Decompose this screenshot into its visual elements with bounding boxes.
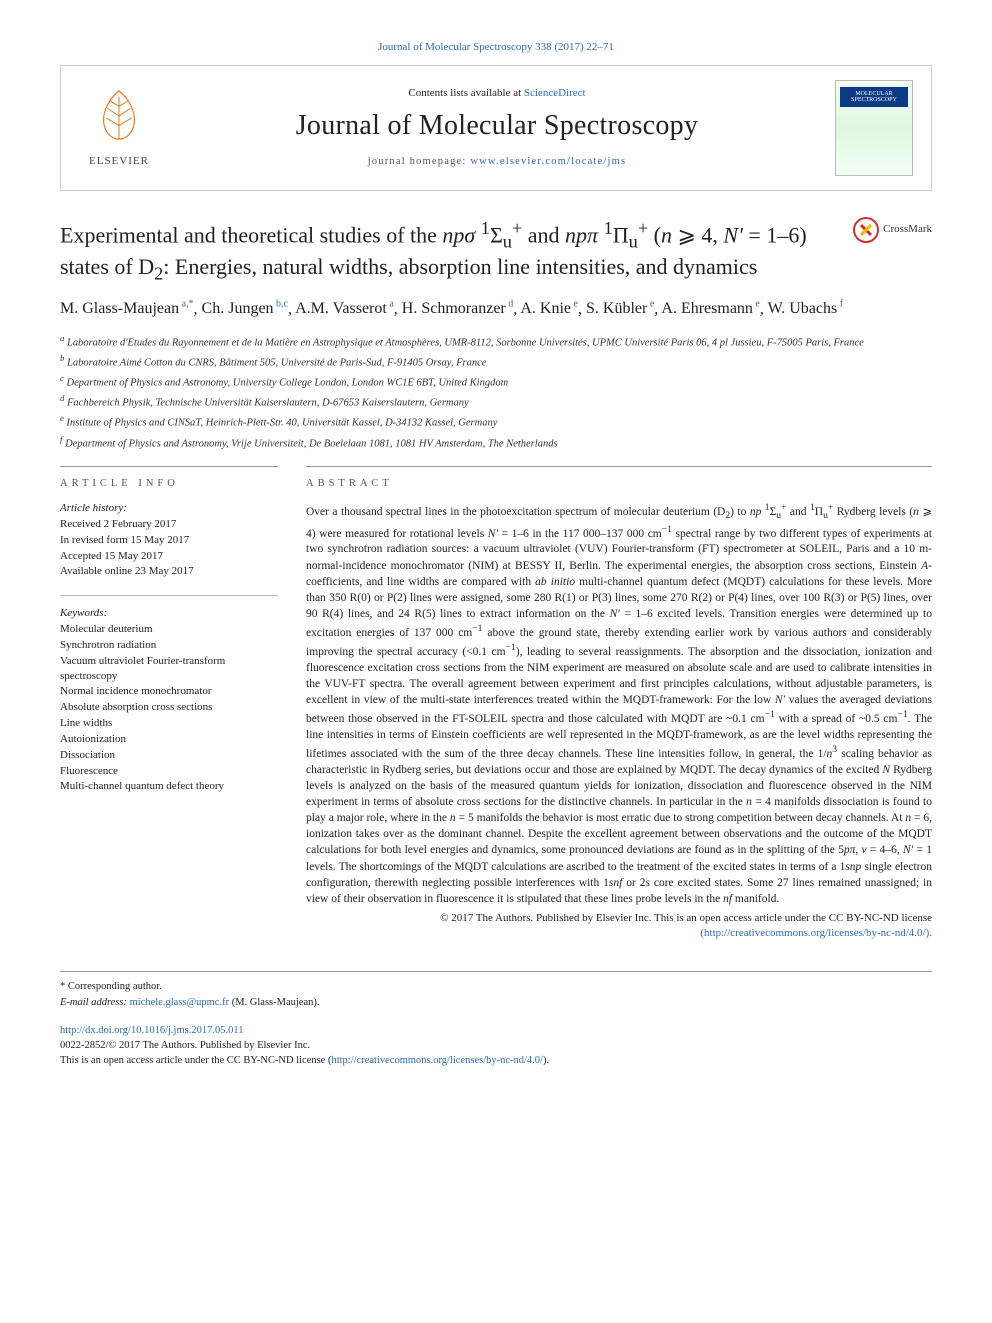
paper-title: Experimental and theoretical studies of … [60, 217, 835, 286]
author-affil-sup: a [387, 299, 394, 310]
history-line: Accepted 15 May 2017 [60, 549, 278, 564]
header-journal-ref-link[interactable]: Journal of Molecular Spectroscopy 338 (2… [378, 41, 614, 53]
page-footer: http://dx.doi.org/10.1016/j.jms.2017.05.… [60, 1024, 932, 1069]
email-attribution: (M. Glass-Maujean). [232, 997, 320, 1008]
publisher-label: ELSEVIER [79, 154, 159, 169]
abstract-column: abstract Over a thousand spectral lines … [306, 466, 932, 941]
author: H. Schmoranzer d [402, 300, 513, 317]
keyword: Dissociation [60, 748, 278, 763]
cover-band: MOLECULAR SPECTROSCOPY [840, 87, 908, 107]
keyword: Absolute absorption cross sections [60, 700, 278, 715]
article-info-column: article info Article history: Received 2… [60, 466, 278, 941]
masthead: ELSEVIER Contents lists available at Sci… [60, 65, 932, 191]
keyword: Multi-channel quantum defect theory [60, 779, 278, 794]
author: Ch. Jungen b,c [202, 300, 288, 317]
issn-line: 0022-2852/© 2017 The Authors. Published … [60, 1039, 932, 1053]
publisher-block: ELSEVIER [79, 87, 159, 168]
keyword: Fluorescence [60, 764, 278, 779]
footnotes: * Corresponding author. E-mail address: … [60, 971, 932, 1010]
abstract-copyright: © 2017 The Authors. Published by Elsevie… [306, 911, 932, 941]
author-affil-sup: e [647, 299, 654, 310]
author-affil-sup: a,* [179, 299, 193, 310]
corresponding-email[interactable]: michele.glass@upmc.fr [130, 997, 229, 1008]
article-history: Article history: Received 2 February 201… [60, 501, 278, 579]
author: S. Kübler e [586, 300, 654, 317]
abstract-heading: abstract [306, 477, 932, 491]
history-label: Article history: [60, 501, 278, 516]
copyright-text: © 2017 The Authors. Published by Elsevie… [440, 912, 932, 924]
affiliation: d Fachbereich Physik, Technische Univers… [60, 392, 932, 411]
license-suffix: ). [543, 1055, 549, 1066]
journal-cover-thumb: MOLECULAR SPECTROSCOPY [835, 80, 913, 176]
keyword: Molecular deuterium [60, 622, 278, 637]
corresponding-author: * Corresponding author. [60, 980, 932, 994]
author: W. Ubachs f [768, 300, 843, 317]
history-line: Available online 23 May 2017 [60, 564, 278, 579]
author-affil-sup: b,c [274, 299, 288, 310]
keyword: Normal incidence monochromator [60, 684, 278, 699]
author: A. Ehresmann e [661, 300, 759, 317]
keywords-block: Keywords: Molecular deuteriumSynchrotron… [60, 595, 278, 794]
author: A.M. Vasserot a [295, 300, 394, 317]
footer-license-link[interactable]: http://creativecommons.org/licenses/by-n… [331, 1055, 543, 1066]
affiliation-list: a Laboratoire d'Etudes du Rayonnement et… [60, 332, 932, 452]
author: M. Glass-Maujean a,* [60, 300, 194, 317]
elsevier-tree-icon [90, 87, 148, 145]
keyword: Line widths [60, 716, 278, 731]
contents-line: Contents lists available at ScienceDirec… [177, 86, 817, 101]
contents-prefix: Contents lists available at [408, 87, 523, 99]
keyword: Vacuum ultraviolet Fourier-transform spe… [60, 654, 278, 684]
homepage-prefix: journal homepage: [368, 156, 471, 167]
keyword: Synchrotron radiation [60, 638, 278, 653]
sciencedirect-link[interactable]: ScienceDirect [524, 87, 586, 99]
journal-homepage-link[interactable]: www.elsevier.com/locate/jms [470, 156, 626, 167]
abstract-body: Over a thousand spectral lines in the ph… [306, 501, 932, 907]
doi-link[interactable]: http://dx.doi.org/10.1016/j.jms.2017.05.… [60, 1025, 243, 1036]
author-affil-sup: e [753, 299, 760, 310]
email-line: E-mail address: michele.glass@upmc.fr (M… [60, 996, 932, 1010]
license-link[interactable]: (http://creativecommons.org/licenses/by-… [700, 927, 932, 939]
author-affil-sup: d [506, 299, 514, 310]
affiliation: b Laboratoire Aimé Cotton du CNRS, Bâtim… [60, 352, 932, 371]
keyword: Autoionization [60, 732, 278, 747]
author-list: M. Glass-Maujean a,*, Ch. Jungen b,c, A.… [60, 298, 932, 320]
email-label: E-mail address: [60, 997, 127, 1008]
crossmark-icon [853, 217, 879, 243]
homepage-line: journal homepage: www.elsevier.com/locat… [177, 155, 817, 169]
history-line: In revised form 15 May 2017 [60, 533, 278, 548]
affiliation: a Laboratoire d'Etudes du Rayonnement et… [60, 332, 932, 351]
author-affil-sup: f [837, 299, 843, 310]
history-line: Received 2 February 2017 [60, 517, 278, 532]
masthead-center: Contents lists available at ScienceDirec… [177, 86, 817, 169]
footer-license-line: This is an open access article under the… [60, 1054, 932, 1068]
crossmark-badge[interactable]: CrossMark [853, 217, 932, 243]
affiliation: f Department of Physics and Astronomy, V… [60, 433, 932, 452]
author-affil-sup: e [571, 299, 578, 310]
journal-title: Journal of Molecular Spectroscopy [177, 107, 817, 145]
keywords-label: Keywords: [60, 606, 278, 621]
article-info-heading: article info [60, 477, 278, 491]
author: A. Knie e [520, 300, 578, 317]
affiliation: c Department of Physics and Astronomy, U… [60, 372, 932, 391]
crossmark-label: CrossMark [883, 222, 932, 237]
header-journal-ref: Journal of Molecular Spectroscopy 338 (2… [60, 40, 932, 55]
affiliation: e Institute of Physics and CINSaT, Heinr… [60, 412, 932, 431]
license-prefix: This is an open access article under the… [60, 1055, 331, 1066]
